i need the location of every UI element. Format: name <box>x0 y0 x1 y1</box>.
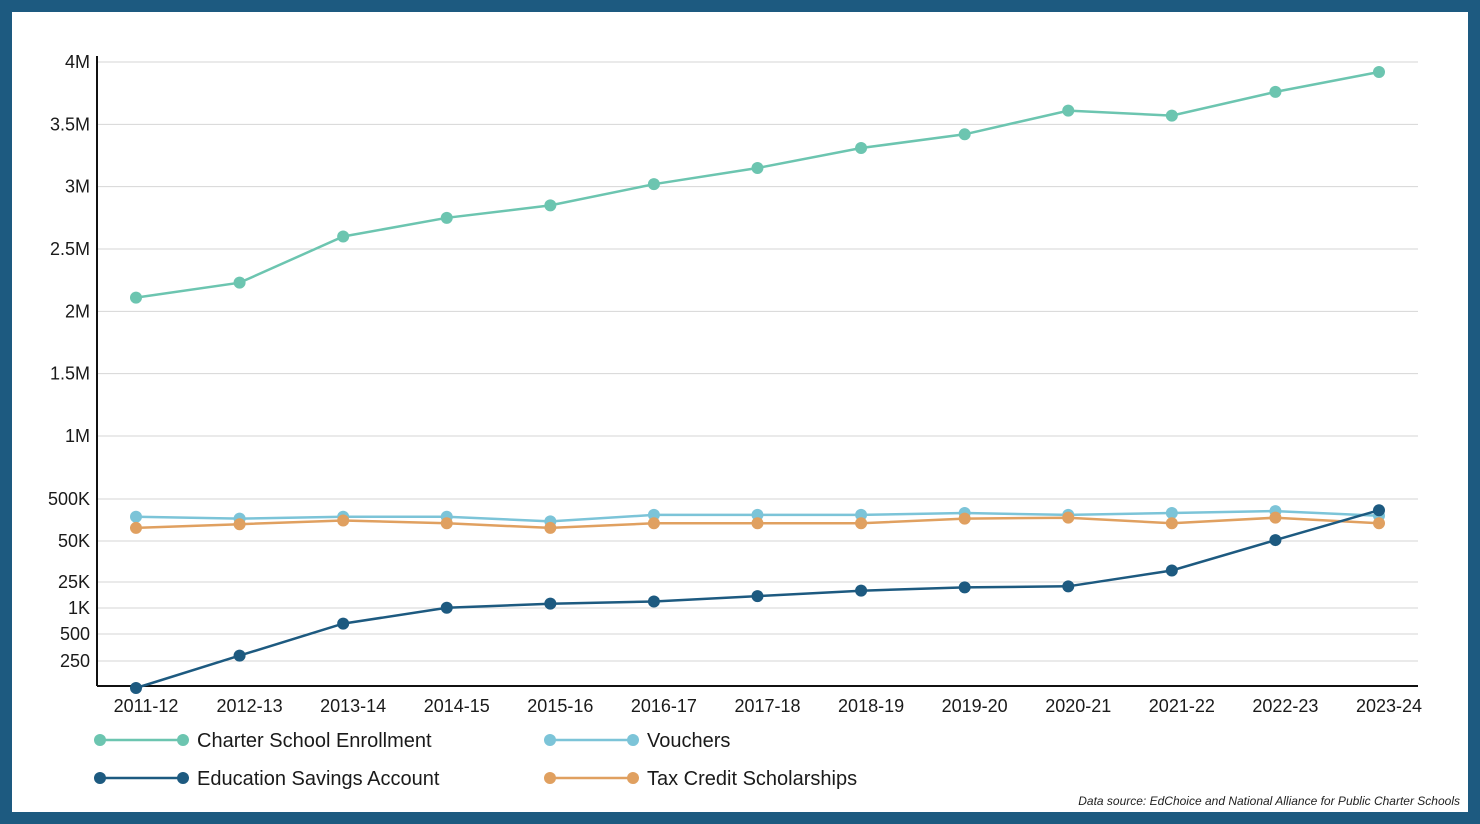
legend-item: Charter School Enrollment <box>94 730 432 752</box>
grid-lines <box>97 61 1418 662</box>
legend-marker <box>627 734 639 746</box>
data-point <box>544 199 557 212</box>
data-point <box>855 508 868 521</box>
y-tick-label: 2.5M <box>50 239 90 259</box>
legend-label: Education Savings Account <box>197 768 440 790</box>
series-group <box>130 65 1385 694</box>
data-point <box>337 230 350 243</box>
legend-marker <box>544 734 556 746</box>
legend-item: Education Savings Account <box>94 768 440 790</box>
y-tick-label: 1M <box>65 426 90 446</box>
data-point <box>855 584 868 597</box>
data-point <box>1373 504 1385 517</box>
data-point <box>855 142 868 155</box>
x-tick-label: 2022-23 <box>1252 696 1318 716</box>
x-tick-label: 2013-14 <box>320 696 386 716</box>
data-point <box>958 512 971 525</box>
y-tick-label: 3.5M <box>50 114 90 134</box>
x-tick-label: 2021-22 <box>1149 696 1215 716</box>
data-point <box>337 617 350 630</box>
data-point <box>233 518 246 531</box>
data-point <box>440 517 453 530</box>
y-tick-label: 500K <box>48 489 90 509</box>
data-point <box>544 521 557 534</box>
data-point <box>1165 109 1178 122</box>
x-tick-label: 2012-13 <box>217 696 283 716</box>
series-tax-credit-scholarships <box>130 511 1385 534</box>
x-tick-label: 2023-24 <box>1356 696 1422 716</box>
data-point <box>647 595 660 608</box>
x-tick-label: 2016-17 <box>631 696 697 716</box>
data-point <box>751 590 764 603</box>
x-axis-tick-labels: 2011-12 2012-13 2013-14 2014-15 2015-16 2016-… <box>114 696 1422 716</box>
series-charter-school-enrollment <box>130 65 1385 304</box>
legend-marker <box>627 772 639 784</box>
data-point <box>855 517 868 530</box>
legend-marker <box>177 734 189 746</box>
y-tick-label: 3M <box>65 177 90 197</box>
legend-label: Charter School Enrollment <box>197 730 432 752</box>
data-point <box>337 514 350 527</box>
y-tick-label: 500 <box>60 624 90 644</box>
data-point <box>1165 564 1178 577</box>
legend-marker <box>94 734 106 746</box>
data-point <box>647 508 660 521</box>
data-point <box>130 682 142 694</box>
data-point <box>1373 65 1385 78</box>
legend-label: Tax Credit Scholarships <box>647 768 857 790</box>
data-point <box>1062 511 1075 524</box>
x-tick-label: 2020-21 <box>1045 696 1111 716</box>
data-point <box>751 161 764 174</box>
data-point <box>1269 534 1282 547</box>
legend-label: Vouchers <box>647 730 730 752</box>
series-education-savings-account <box>130 504 1385 694</box>
y-tick-label: 25K <box>58 572 90 592</box>
data-point <box>1269 511 1282 524</box>
data-point <box>440 601 453 614</box>
data-point <box>1165 507 1178 519</box>
data-point <box>647 178 660 191</box>
data-point <box>1165 517 1178 530</box>
data-point <box>544 597 557 610</box>
x-tick-label: 2011-12 <box>114 696 179 716</box>
data-source-note: Data source: EdChoice and National Allia… <box>1078 794 1460 808</box>
data-point <box>751 517 764 530</box>
x-tick-label: 2018-19 <box>838 696 904 716</box>
data-point <box>233 276 246 289</box>
data-point <box>130 510 142 523</box>
x-tick-label: 2015-16 <box>527 696 593 716</box>
legend: Charter School Enrollment Vouchers Educati… <box>94 730 857 790</box>
data-point <box>440 211 453 224</box>
y-tick-label: 4M <box>65 52 90 72</box>
data-point <box>1269 85 1282 98</box>
data-point <box>1062 580 1075 593</box>
data-point <box>1373 517 1385 530</box>
legend-item: Vouchers <box>544 730 730 752</box>
axes <box>96 56 1418 687</box>
y-tick-label: 2M <box>65 301 90 321</box>
legend-item: Tax Credit Scholarships <box>544 768 857 790</box>
x-tick-label: 2019-20 <box>942 696 1008 716</box>
data-point <box>958 581 971 594</box>
data-point <box>647 517 660 530</box>
x-tick-label: 2014-15 <box>424 696 490 716</box>
y-tick-label: 1K <box>68 598 90 618</box>
x-tick-label: 2017-18 <box>734 696 800 716</box>
y-tick-label: 1.5M <box>50 364 90 384</box>
legend-marker <box>94 772 106 784</box>
data-point <box>958 128 971 141</box>
y-tick-label: 50K <box>58 531 90 551</box>
data-point <box>130 291 142 304</box>
legend-marker <box>544 772 556 784</box>
y-tick-label: 250 <box>60 651 90 671</box>
data-point <box>751 508 764 521</box>
data-point <box>130 521 142 534</box>
series-line <box>135 70 1380 299</box>
data-point <box>233 649 246 662</box>
legend-marker <box>177 772 189 784</box>
y-axis-tick-labels: 250 500 1K 25K 50K 500K 1M 1.5M 2M 2.5M 3M 3.5M 4M <box>48 52 90 671</box>
data-point <box>1062 104 1075 117</box>
